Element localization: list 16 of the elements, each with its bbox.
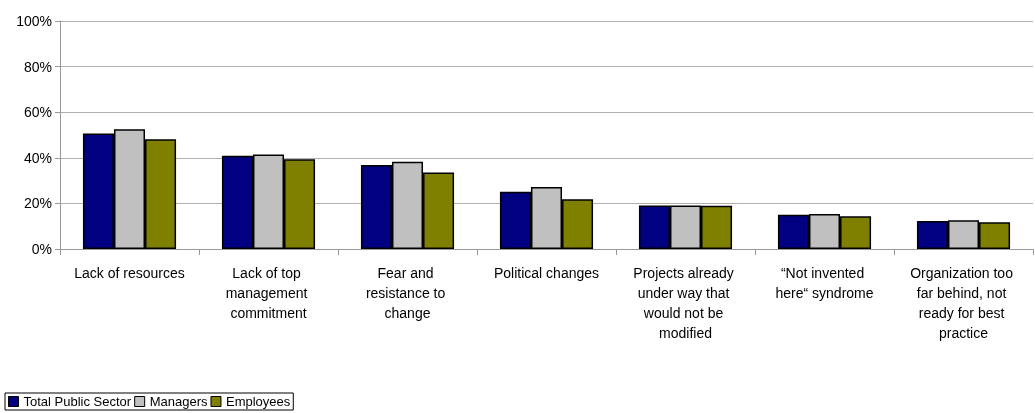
x-tick-label: Lack of resources — [74, 265, 185, 281]
x-tick-label: Political changes — [493, 265, 600, 281]
y-tick-label: 80% — [23, 58, 52, 75]
y-tick-label: 60% — [23, 104, 52, 121]
legend-label: Employees — [225, 394, 291, 409]
x-tick-label: “Not invented here“ syndrome — [775, 265, 874, 301]
x-tick-label: Lack of top management commitment — [225, 265, 312, 321]
x-tick-label: Organization too far behind, not ready for best practice — [910, 265, 1017, 341]
y-tick-label: 20% — [23, 195, 52, 212]
y-tick-label: 40% — [23, 149, 52, 166]
y-tick-label: 0% — [31, 241, 52, 257]
x-tick-label: Projects already under way that would not be modified — [633, 265, 738, 341]
legend-label: Total Public Sector — [23, 394, 132, 409]
x-tick-label: Fear and resistance to change — [365, 265, 450, 321]
y-tick-label: 100% — [16, 13, 52, 29]
legend-label: Managers — [149, 394, 208, 409]
